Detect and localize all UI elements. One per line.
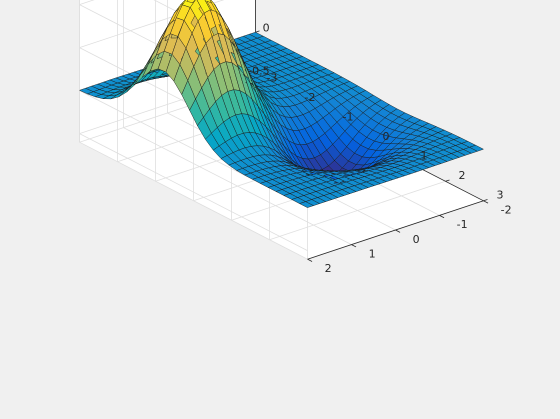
y-tick-mark bbox=[307, 258, 313, 262]
z-tick-label: -0.5 bbox=[248, 65, 269, 78]
grid-line bbox=[79, 141, 308, 260]
x-tick-label: -3 bbox=[267, 72, 278, 85]
x-tick-label: 2 bbox=[459, 169, 466, 182]
y-tick-label: -1 bbox=[457, 218, 468, 231]
x-tick-mark bbox=[483, 199, 488, 202]
y-tick-mark bbox=[483, 200, 489, 204]
y-tick-mark bbox=[439, 215, 445, 219]
x-tick-label: 1 bbox=[421, 150, 428, 163]
surface-face bbox=[469, 144, 484, 152]
y-tick-mark bbox=[351, 244, 357, 248]
y-tick-label: 0 bbox=[413, 233, 420, 246]
x-tick-label: 3 bbox=[497, 189, 504, 202]
y-tick-mark bbox=[395, 229, 401, 233]
x-tick-mark bbox=[445, 179, 450, 182]
x-tick-label: -1 bbox=[343, 111, 354, 124]
y-tick-label: -2 bbox=[501, 204, 512, 217]
grid-line bbox=[123, 127, 352, 245]
y-tick-label: 1 bbox=[369, 247, 376, 260]
grid-line bbox=[79, 0, 225, 48]
z-tick-label: 0 bbox=[263, 22, 270, 35]
y-tick-label: 2 bbox=[325, 262, 332, 275]
grid-line bbox=[79, 133, 308, 251]
x-tick-label: 0 bbox=[383, 130, 390, 143]
surface-mesh bbox=[79, 0, 484, 208]
z-tick-mark bbox=[255, 30, 260, 33]
x-tick-label: -2 bbox=[305, 91, 316, 104]
